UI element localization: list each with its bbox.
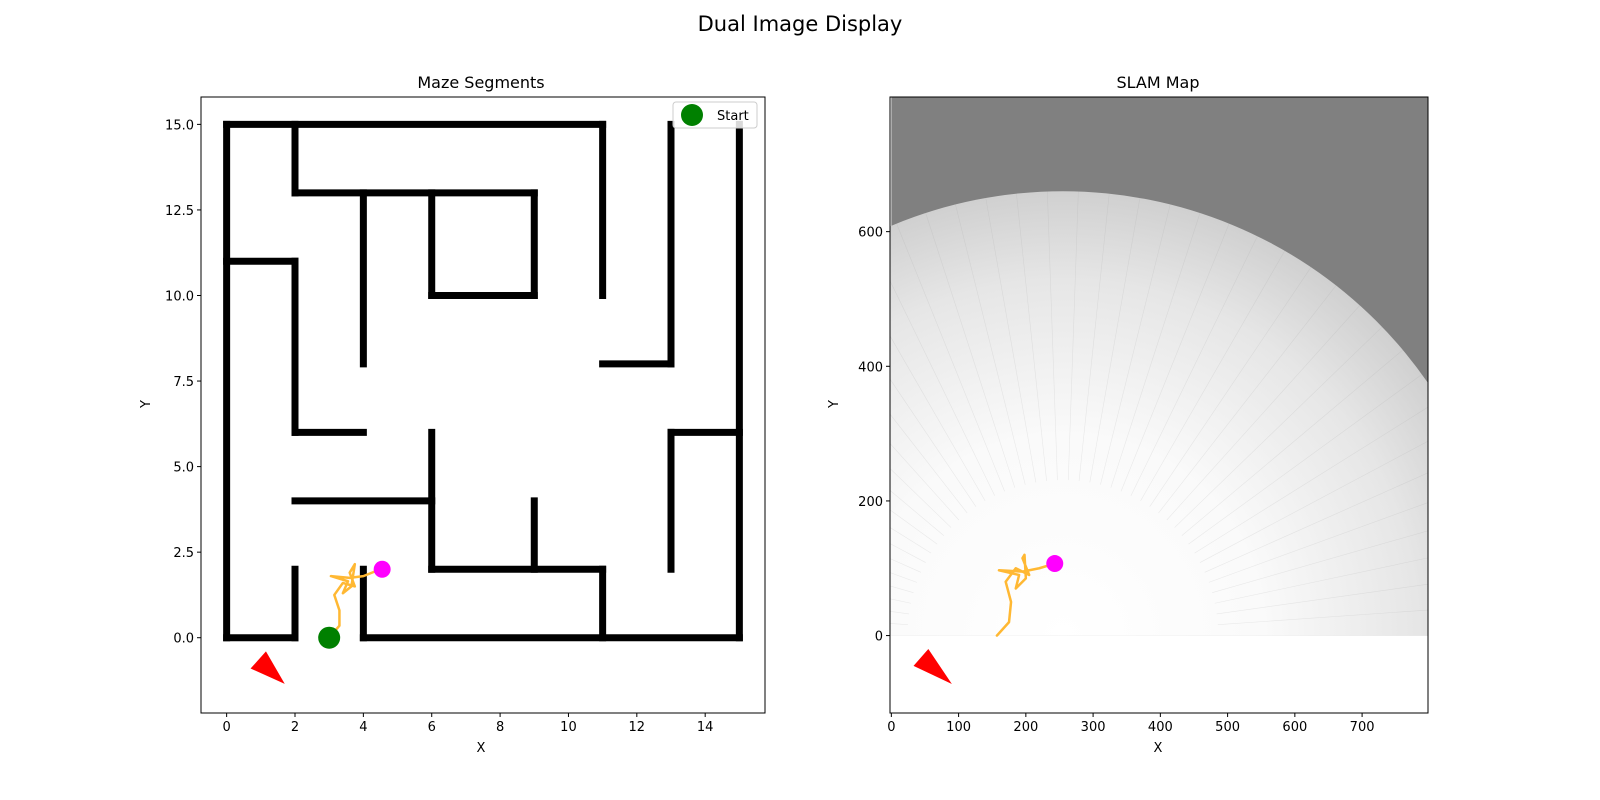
slam-y-tick-label: 0 bbox=[875, 630, 883, 645]
scan-ray bbox=[1100, 204, 1171, 485]
slam-x-axis-label: X bbox=[1154, 741, 1163, 756]
scan-ray bbox=[1181, 349, 1404, 536]
maze-plot-area bbox=[223, 120, 743, 684]
scan-ray bbox=[890, 378, 977, 507]
scan-ray bbox=[1158, 285, 1337, 514]
legend-start-marker bbox=[681, 104, 703, 126]
scan-ray bbox=[1166, 305, 1361, 521]
scan-ray bbox=[1120, 223, 1230, 492]
scan-ray bbox=[1199, 440, 1428, 563]
maze-x-tick-label: 4 bbox=[359, 720, 367, 735]
scan-ray bbox=[890, 585, 914, 594]
scan-ray bbox=[890, 610, 910, 615]
maze-y-tick-label: 0.0 bbox=[173, 632, 194, 647]
scan-ray bbox=[1089, 197, 1141, 483]
scan-ray bbox=[1188, 374, 1423, 545]
current-position-marker bbox=[373, 560, 391, 578]
maze-y-tick-label: 10.0 bbox=[165, 289, 194, 304]
scan-ray bbox=[1140, 250, 1286, 502]
maze-y-axis-label: Y bbox=[139, 400, 154, 409]
maze-y-tick-label: 15.0 bbox=[165, 118, 194, 133]
slam-plot-area bbox=[890, 97, 1428, 713]
maze-x-tick-label: 2 bbox=[291, 720, 299, 735]
slam-x-tick-label: 100 bbox=[946, 720, 971, 735]
slam-scan-rays bbox=[890, 191, 1428, 626]
maze-x-tick-label: 6 bbox=[428, 720, 436, 735]
scan-ray bbox=[925, 212, 1016, 488]
scan-ray bbox=[985, 197, 1037, 483]
scan-ray bbox=[890, 490, 945, 536]
scan-ray bbox=[890, 509, 938, 545]
slam-heading-arrow-marker bbox=[913, 649, 952, 685]
scan-ray bbox=[955, 204, 1026, 485]
scan-ray bbox=[1217, 609, 1428, 626]
scan-ray bbox=[1130, 236, 1258, 496]
figure-title: Dual Image Display bbox=[698, 12, 903, 36]
slam-x-tick-label: 700 bbox=[1350, 720, 1375, 735]
slam-y-axis-label: Y bbox=[827, 400, 842, 409]
scan-ray bbox=[890, 335, 986, 502]
slam-x-tick-label: 600 bbox=[1282, 720, 1307, 735]
maze-y-tick-label: 2.5 bbox=[173, 546, 194, 561]
scan-ray bbox=[1016, 193, 1047, 481]
scan-ray bbox=[1047, 191, 1058, 481]
scan-ray bbox=[1216, 583, 1428, 615]
maze-y-tick-label: 7.5 bbox=[173, 375, 194, 390]
scan-ray bbox=[890, 623, 908, 626]
maze-panel: Maze Segments 0 2 4 6 8 10 12 14 0.0 2.5 5.0 7.5 10.… bbox=[139, 73, 766, 756]
scan-ray bbox=[890, 442, 960, 521]
scan-ray bbox=[890, 468, 952, 528]
slam-y-tick-label: 400 bbox=[858, 360, 883, 375]
maze-legend: Start bbox=[672, 101, 758, 129]
slam-x-tick-label: 0 bbox=[887, 720, 895, 735]
maze-axes-frame bbox=[200, 96, 766, 714]
maze-x-axis-label: X bbox=[477, 741, 486, 756]
scan-ray bbox=[1174, 326, 1383, 528]
slam-trajectory-line bbox=[995, 553, 1057, 637]
slam-x-tick-label: 200 bbox=[1013, 720, 1038, 735]
slam-axes-frame bbox=[889, 96, 1429, 714]
maze-x-tick-label: 10 bbox=[560, 720, 577, 735]
maze-x-tick-label: 14 bbox=[697, 720, 714, 735]
scan-ray bbox=[1149, 267, 1312, 507]
slam-ticks: 0 100 200 300 400 500 600 700 0 200 400 600 bbox=[858, 226, 1374, 735]
maze-panel-title: Maze Segments bbox=[417, 73, 544, 92]
maze-ticks: 0 2 4 6 8 10 12 14 0.0 2.5 5.0 7.5 10.0 12.5 15.0 bbox=[165, 118, 713, 735]
scan-ray bbox=[896, 223, 1005, 492]
scan-ray bbox=[1110, 212, 1201, 488]
legend-start-label: Start bbox=[717, 109, 749, 124]
maze-x-tick-label: 8 bbox=[496, 720, 504, 735]
scan-ray bbox=[890, 558, 922, 573]
scan-ray bbox=[1067, 191, 1079, 481]
slam-x-tick-label: 300 bbox=[1081, 720, 1106, 735]
slam-y-tick-label: 600 bbox=[858, 226, 883, 241]
slam-panel: SLAM Map 0 100 200 300 400 500 600 700 0 200 400 60… bbox=[827, 73, 1429, 756]
scan-ray bbox=[1208, 502, 1428, 583]
maze-x-tick-label: 0 bbox=[222, 720, 230, 735]
scan-ray bbox=[1214, 557, 1428, 604]
scan-ray bbox=[1204, 472, 1428, 573]
maze-y-tick-label: 12.5 bbox=[165, 204, 194, 219]
scan-ray bbox=[1212, 530, 1428, 594]
heading-arrow-marker bbox=[250, 651, 285, 684]
slam-y-tick-label: 200 bbox=[858, 495, 883, 510]
maze-x-tick-label: 12 bbox=[629, 720, 646, 735]
scan-ray bbox=[890, 543, 926, 563]
slam-panel-title: SLAM Map bbox=[1116, 73, 1199, 92]
scan-ray bbox=[890, 413, 968, 514]
start-marker bbox=[318, 626, 341, 649]
maze-y-tick-label: 5.0 bbox=[173, 461, 194, 476]
scan-ray bbox=[890, 280, 996, 496]
slam-scanned-area bbox=[890, 192, 1428, 636]
slam-x-tick-label: 500 bbox=[1215, 720, 1240, 735]
scan-ray bbox=[1194, 406, 1428, 554]
slam-x-tick-label: 400 bbox=[1148, 720, 1173, 735]
maze-trajectory-line bbox=[327, 562, 382, 639]
slam-current-position-marker bbox=[1046, 555, 1064, 573]
scan-ray bbox=[1078, 193, 1110, 481]
